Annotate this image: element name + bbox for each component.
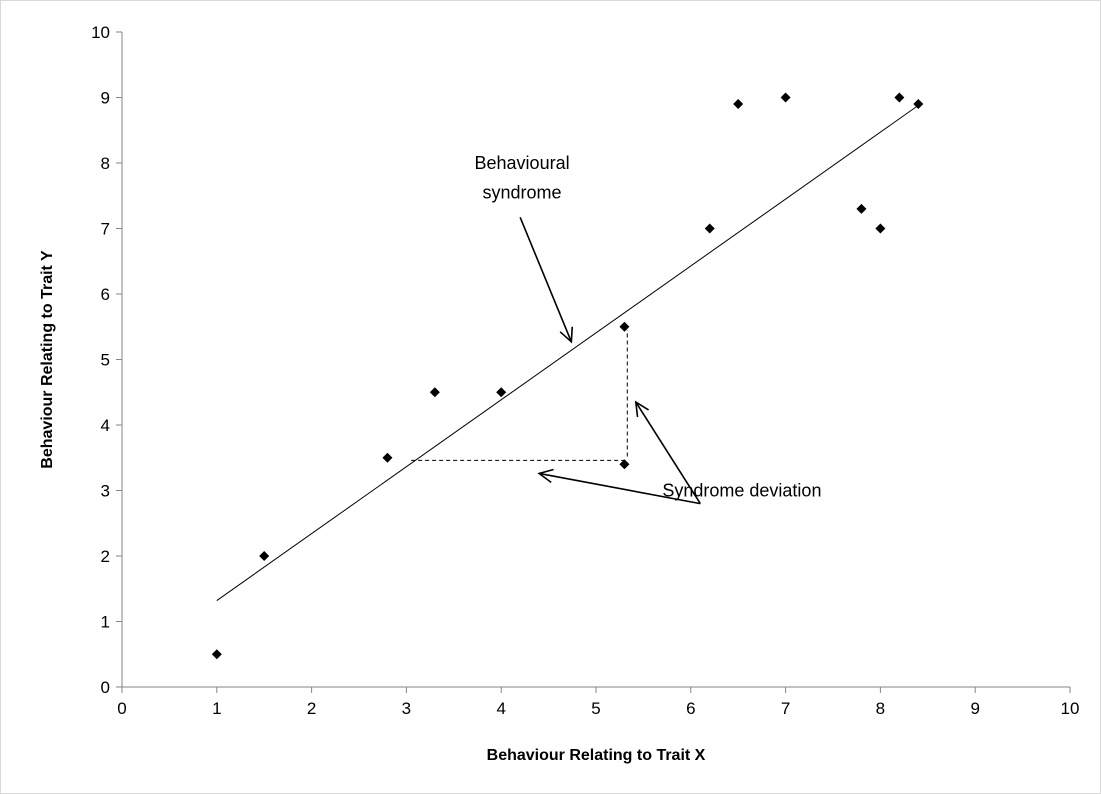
data-point (429, 387, 440, 398)
y-axis-title: Behaviour Relating to Trait Y (39, 250, 56, 469)
data-point (780, 92, 791, 103)
annotation-behavioural: Behavioural (475, 153, 570, 173)
annotation-arrows (519, 217, 701, 505)
data-point (211, 649, 222, 660)
arrow-head (634, 400, 649, 418)
y-tick-label: 2 (101, 547, 110, 566)
x-tick-labels: 0 1 2 3 4 5 6 7 8 9 10 (117, 699, 1079, 718)
arrow-head (559, 326, 574, 344)
x-tick-label: 0 (117, 699, 126, 718)
y-tick-label: 7 (101, 220, 110, 239)
annotation-syndrome: syndrome (483, 182, 562, 202)
x-tick-label: 10 (1061, 699, 1080, 718)
x-tick-label: 6 (686, 699, 695, 718)
x-tick-label: 3 (402, 699, 411, 718)
data-point (856, 203, 867, 214)
x-tick-label: 9 (970, 699, 979, 718)
annotation-arrow (519, 217, 574, 344)
y-tick-labels: 0 1 2 3 4 5 6 7 8 9 10 (91, 23, 110, 697)
annotation-syndrome-deviation: Syndrome deviation (662, 481, 821, 501)
data-point (913, 99, 924, 110)
data-point (875, 223, 886, 234)
arrow-shaft (635, 401, 701, 505)
y-tick-label: 3 (101, 482, 110, 501)
x-tick-label: 7 (781, 699, 790, 718)
x-tick-label: 5 (591, 699, 600, 718)
data-point (733, 99, 744, 110)
data-point (894, 92, 905, 103)
y-ticks (116, 31, 122, 688)
trend-line (216, 104, 919, 601)
x-tick-label: 1 (212, 699, 221, 718)
arrow-head (537, 468, 554, 484)
arrow-shaft (519, 217, 573, 343)
x-tick-label: 4 (496, 699, 505, 718)
y-tick-label: 1 (101, 613, 110, 632)
x-axis-title: Behaviour Relating to Trait X (487, 747, 706, 764)
y-tick-label: 4 (101, 416, 110, 435)
data-point (704, 223, 715, 234)
deviation-lines (411, 330, 628, 461)
y-tick-label: 0 (101, 678, 110, 697)
y-tick-label: 8 (101, 154, 110, 173)
y-tick-label: 6 (101, 285, 110, 304)
data-point (619, 321, 630, 332)
y-tick-label: 9 (101, 89, 110, 108)
data-points (211, 92, 924, 660)
y-tick-label: 5 (101, 351, 110, 370)
data-point (259, 551, 270, 561)
x-ticks (121, 687, 1071, 693)
arrow-shaft (538, 472, 701, 505)
annotation-arrow (634, 400, 701, 505)
data-point (382, 452, 393, 463)
data-point (496, 387, 507, 398)
x-tick-label: 2 (307, 699, 316, 718)
annotation-arrow (537, 468, 701, 505)
data-point (619, 459, 630, 470)
y-tick-label: 10 (91, 23, 110, 42)
x-tick-label: 8 (876, 699, 885, 718)
